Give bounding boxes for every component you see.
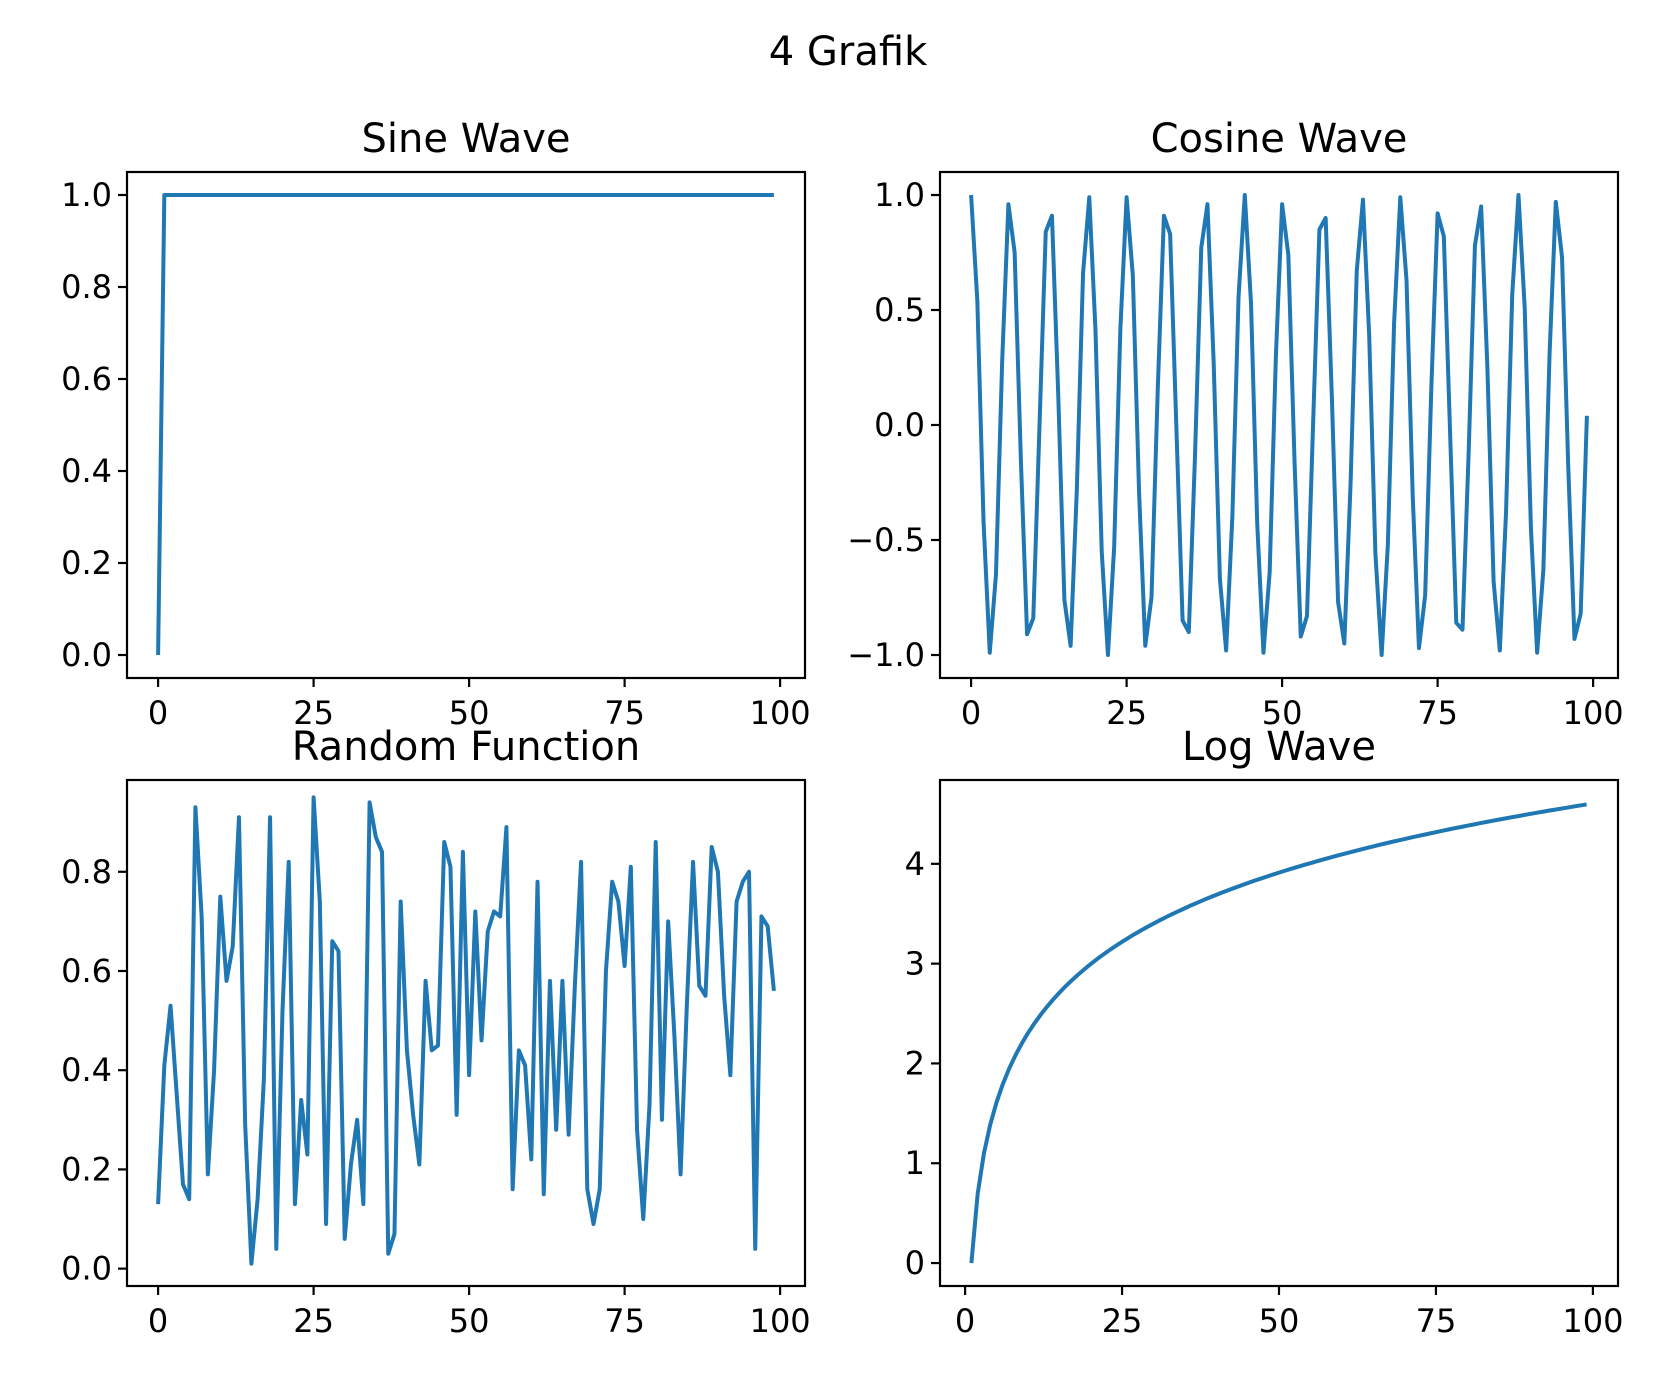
x-tick-label: 25 xyxy=(293,694,334,732)
x-tick-label: 0 xyxy=(955,1302,975,1340)
y-tick-label: 0.0 xyxy=(874,406,925,444)
series-line xyxy=(156,193,774,656)
x-tick-label: 50 xyxy=(449,1302,490,1340)
y-tick-label: −0.5 xyxy=(847,521,925,559)
axes-frame xyxy=(125,778,807,1288)
subplot-title: Sine Wave xyxy=(362,116,571,162)
subplot-title: Log Wave xyxy=(1182,724,1376,770)
y-tick-label: −1.0 xyxy=(847,636,925,674)
y-tick-label: 4 xyxy=(905,845,925,883)
series-line xyxy=(969,802,1587,1264)
x-tick-label: 100 xyxy=(750,1302,811,1340)
series-line xyxy=(969,193,1589,657)
y-tick-label: 2 xyxy=(905,1044,925,1082)
subplot-4: Log Wave 0 25 50 75 100 0 1 2 3 4 xyxy=(905,724,1624,1340)
y-tick-label: 0.5 xyxy=(874,291,925,329)
x-tick-label: 100 xyxy=(1562,1302,1623,1340)
y-tick-label: 0.0 xyxy=(61,636,112,674)
x-tick-label: 75 xyxy=(1416,1302,1457,1340)
subplot-title: Random Function xyxy=(292,724,640,770)
x-tick-label: 0 xyxy=(148,694,168,732)
y-tick-label: 0.6 xyxy=(61,360,112,398)
x-tick-label: 75 xyxy=(1417,694,1458,732)
subplot-1: Sine Wave 0 25 50 75 100 0.0 0.2 0.4 0.6 0.8 1.0 xyxy=(61,116,811,732)
y-tick-label: 0.4 xyxy=(61,1051,112,1089)
x-tick-label: 25 xyxy=(1106,694,1147,732)
subplot-title: Cosine Wave xyxy=(1151,116,1408,162)
x-tick-label: 50 xyxy=(1259,1302,1300,1340)
y-tick-label: 0.8 xyxy=(61,853,112,891)
x-tick-label: 100 xyxy=(1563,694,1624,732)
figure-title: 4 Grafik xyxy=(769,29,928,75)
subplot-3: Random Function 0 25 50 75 100 0.0 0.2 0.4 0.6 0.8 xyxy=(61,724,811,1340)
x-tick-label: 0 xyxy=(148,1302,168,1340)
y-tick-label: 0.0 xyxy=(61,1250,112,1288)
subplot-2: Cosine Wave 0 25 50 75 100 −1.0 −0.5 0.0 0.5 1.0 xyxy=(847,116,1623,732)
x-tick-label: 75 xyxy=(604,1302,645,1340)
x-tick-label: 25 xyxy=(293,1302,334,1340)
axes-frame xyxy=(938,778,1620,1288)
x-tick-label: 100 xyxy=(750,694,811,732)
x-tick-label: 25 xyxy=(1102,1302,1143,1340)
y-tick-label: 3 xyxy=(905,945,925,983)
x-tick-label: 50 xyxy=(1262,694,1303,732)
y-tick-label: 0.8 xyxy=(61,268,112,306)
y-tick-label: 1 xyxy=(905,1144,925,1182)
y-tick-label: 0.2 xyxy=(61,1150,112,1188)
x-tick-label: 75 xyxy=(604,694,645,732)
y-tick-label: 0.6 xyxy=(61,952,112,990)
axes-frame xyxy=(125,170,807,680)
y-tick-label: 0.4 xyxy=(61,452,112,490)
y-tick-label: 1.0 xyxy=(61,176,112,214)
y-tick-label: 0 xyxy=(905,1244,925,1282)
x-tick-label: 50 xyxy=(449,694,490,732)
y-tick-label: 0.2 xyxy=(61,544,112,582)
x-tick-label: 0 xyxy=(961,694,981,732)
series-line xyxy=(156,795,776,1266)
y-tick-label: 1.0 xyxy=(874,176,925,214)
